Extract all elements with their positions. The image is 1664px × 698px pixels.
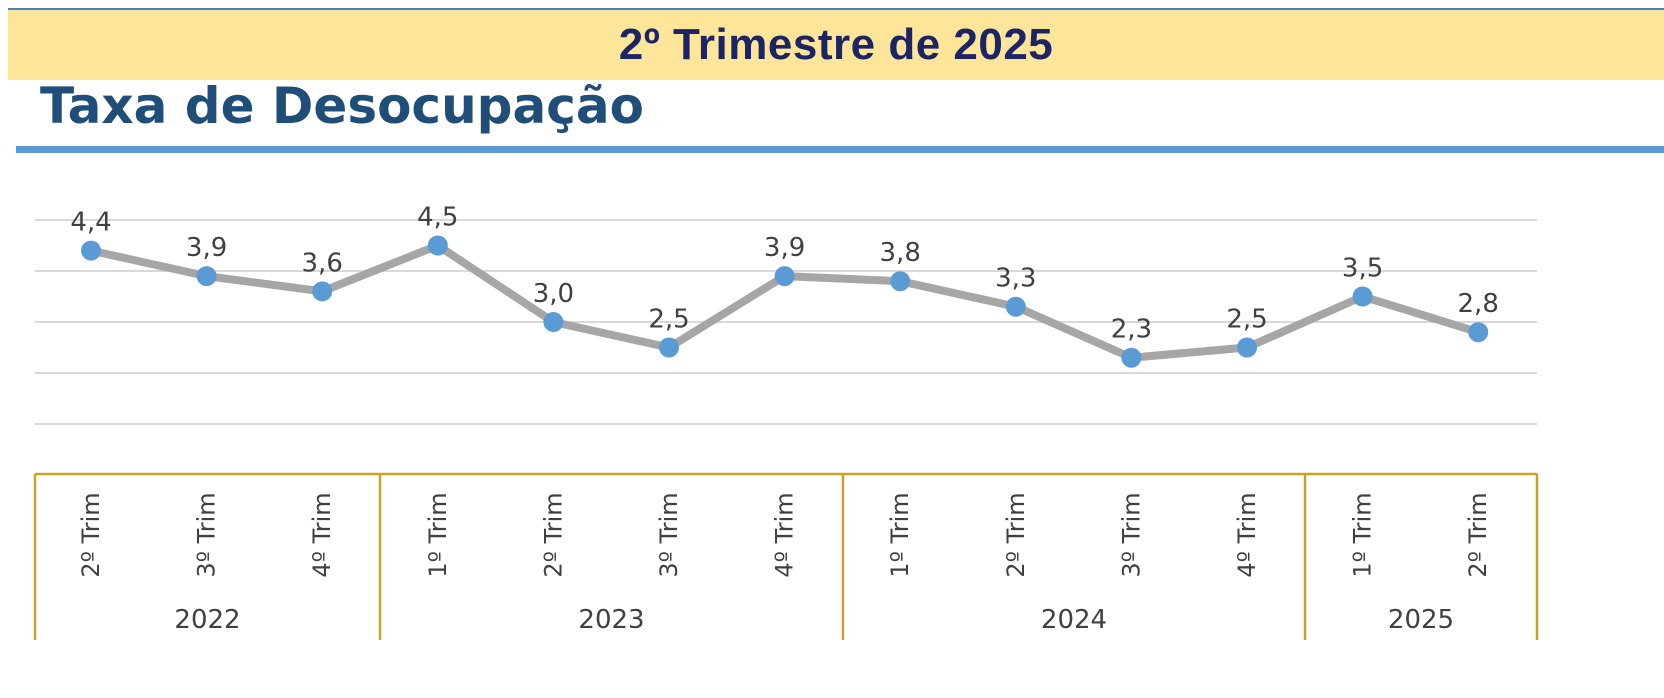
quarter-tick-label: 2º Trim bbox=[1464, 492, 1492, 577]
data-label: 3,9 bbox=[764, 233, 805, 263]
year-group-label: 2025 bbox=[1388, 605, 1454, 635]
page-title: Taxa de Desocupação bbox=[40, 77, 644, 135]
data-label: 3,0 bbox=[533, 279, 574, 309]
banner-title: 2º Trimestre de 2025 bbox=[618, 20, 1054, 69]
data-label: 2,5 bbox=[1226, 305, 1267, 335]
quarter-tick-label: 4º Trim bbox=[771, 492, 799, 577]
data-label: 3,8 bbox=[880, 238, 921, 268]
data-point bbox=[774, 266, 795, 287]
data-label: 2,5 bbox=[648, 305, 689, 335]
data-label: 3,5 bbox=[1342, 254, 1383, 284]
quarter-tick-label: 3º Trim bbox=[655, 492, 683, 577]
quarter-tick-label: 4º Trim bbox=[1233, 492, 1261, 577]
data-point bbox=[427, 235, 448, 256]
year-group-label: 2023 bbox=[578, 605, 644, 635]
year-group-label: 2022 bbox=[174, 605, 240, 635]
data-point bbox=[1237, 337, 1257, 358]
data-point bbox=[1352, 286, 1373, 307]
data-point bbox=[1005, 296, 1026, 317]
data-label: 4,4 bbox=[70, 208, 111, 238]
data-label: 2,3 bbox=[1111, 315, 1152, 345]
data-point bbox=[1121, 347, 1142, 368]
quarter-tick-label: 4º Trim bbox=[308, 492, 336, 577]
quarter-tick-label: 3º Trim bbox=[193, 492, 221, 577]
quarter-tick-label: 3º Trim bbox=[1117, 492, 1145, 577]
data-label: 2,8 bbox=[1458, 289, 1499, 319]
data-label: 3,9 bbox=[186, 233, 227, 263]
data-point bbox=[543, 312, 564, 332]
data-point bbox=[312, 281, 333, 302]
year-group-label: 2024 bbox=[1041, 605, 1107, 635]
period-banner: 2º Trimestre de 2025 bbox=[8, 10, 1664, 80]
quarter-tick-label: 2º Trim bbox=[1002, 492, 1030, 577]
quarter-tick-label: 2º Trim bbox=[77, 492, 105, 577]
quarter-tick-label: 1º Trim bbox=[1349, 492, 1377, 577]
data-point bbox=[890, 271, 911, 292]
data-point bbox=[659, 337, 679, 358]
quarter-tick-label: 1º Trim bbox=[424, 492, 452, 577]
quarter-tick-label: 1º Trim bbox=[886, 492, 914, 577]
data-point bbox=[1468, 322, 1489, 343]
data-label: 3,6 bbox=[302, 248, 343, 278]
quarter-tick-label: 2º Trim bbox=[539, 492, 567, 577]
data-label: 3,3 bbox=[995, 264, 1036, 294]
data-point bbox=[81, 240, 101, 261]
data-label: 4,5 bbox=[417, 203, 458, 233]
title-underline bbox=[16, 146, 1664, 153]
data-point bbox=[196, 266, 217, 287]
top-border-line bbox=[8, 8, 1664, 10]
